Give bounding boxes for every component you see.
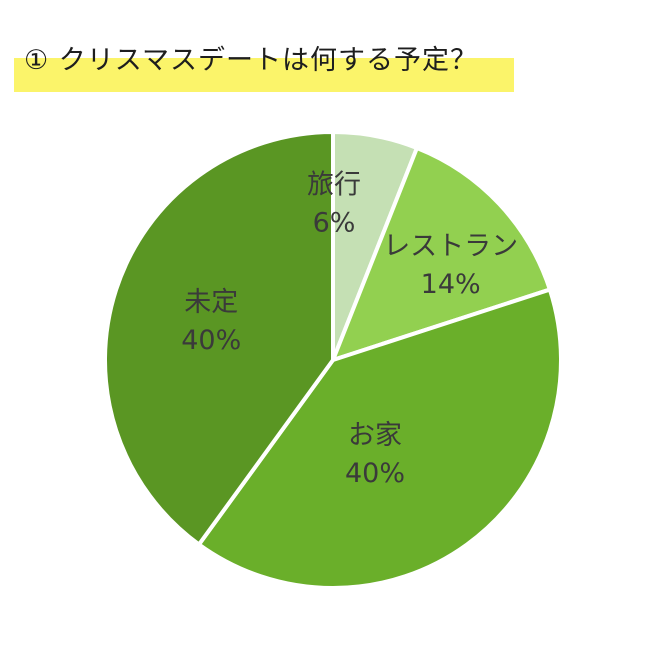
title-highlight-band xyxy=(14,58,514,92)
slice-category-label: レストラン xyxy=(383,231,518,262)
slice-category-label: お家 xyxy=(348,420,402,451)
slice-percent-label: 6% xyxy=(313,208,356,239)
slice-category-label: 旅行 xyxy=(307,170,361,201)
chart-title: ① クリスマスデートは何する予定？ xyxy=(24,45,478,76)
pie-slice-4 xyxy=(103,130,335,547)
slice-percent-label: 14% xyxy=(421,269,481,300)
pie-labels: 旅行 6% レストラン 14% お家 40% 未定 40% xyxy=(181,170,518,490)
slice-category-label: 未定 xyxy=(184,287,238,318)
pie-slice-3 xyxy=(196,287,563,590)
slice-percent-label: 40% xyxy=(345,458,405,489)
slice-percent-label: 40% xyxy=(181,325,241,356)
pie-slices xyxy=(103,130,563,590)
